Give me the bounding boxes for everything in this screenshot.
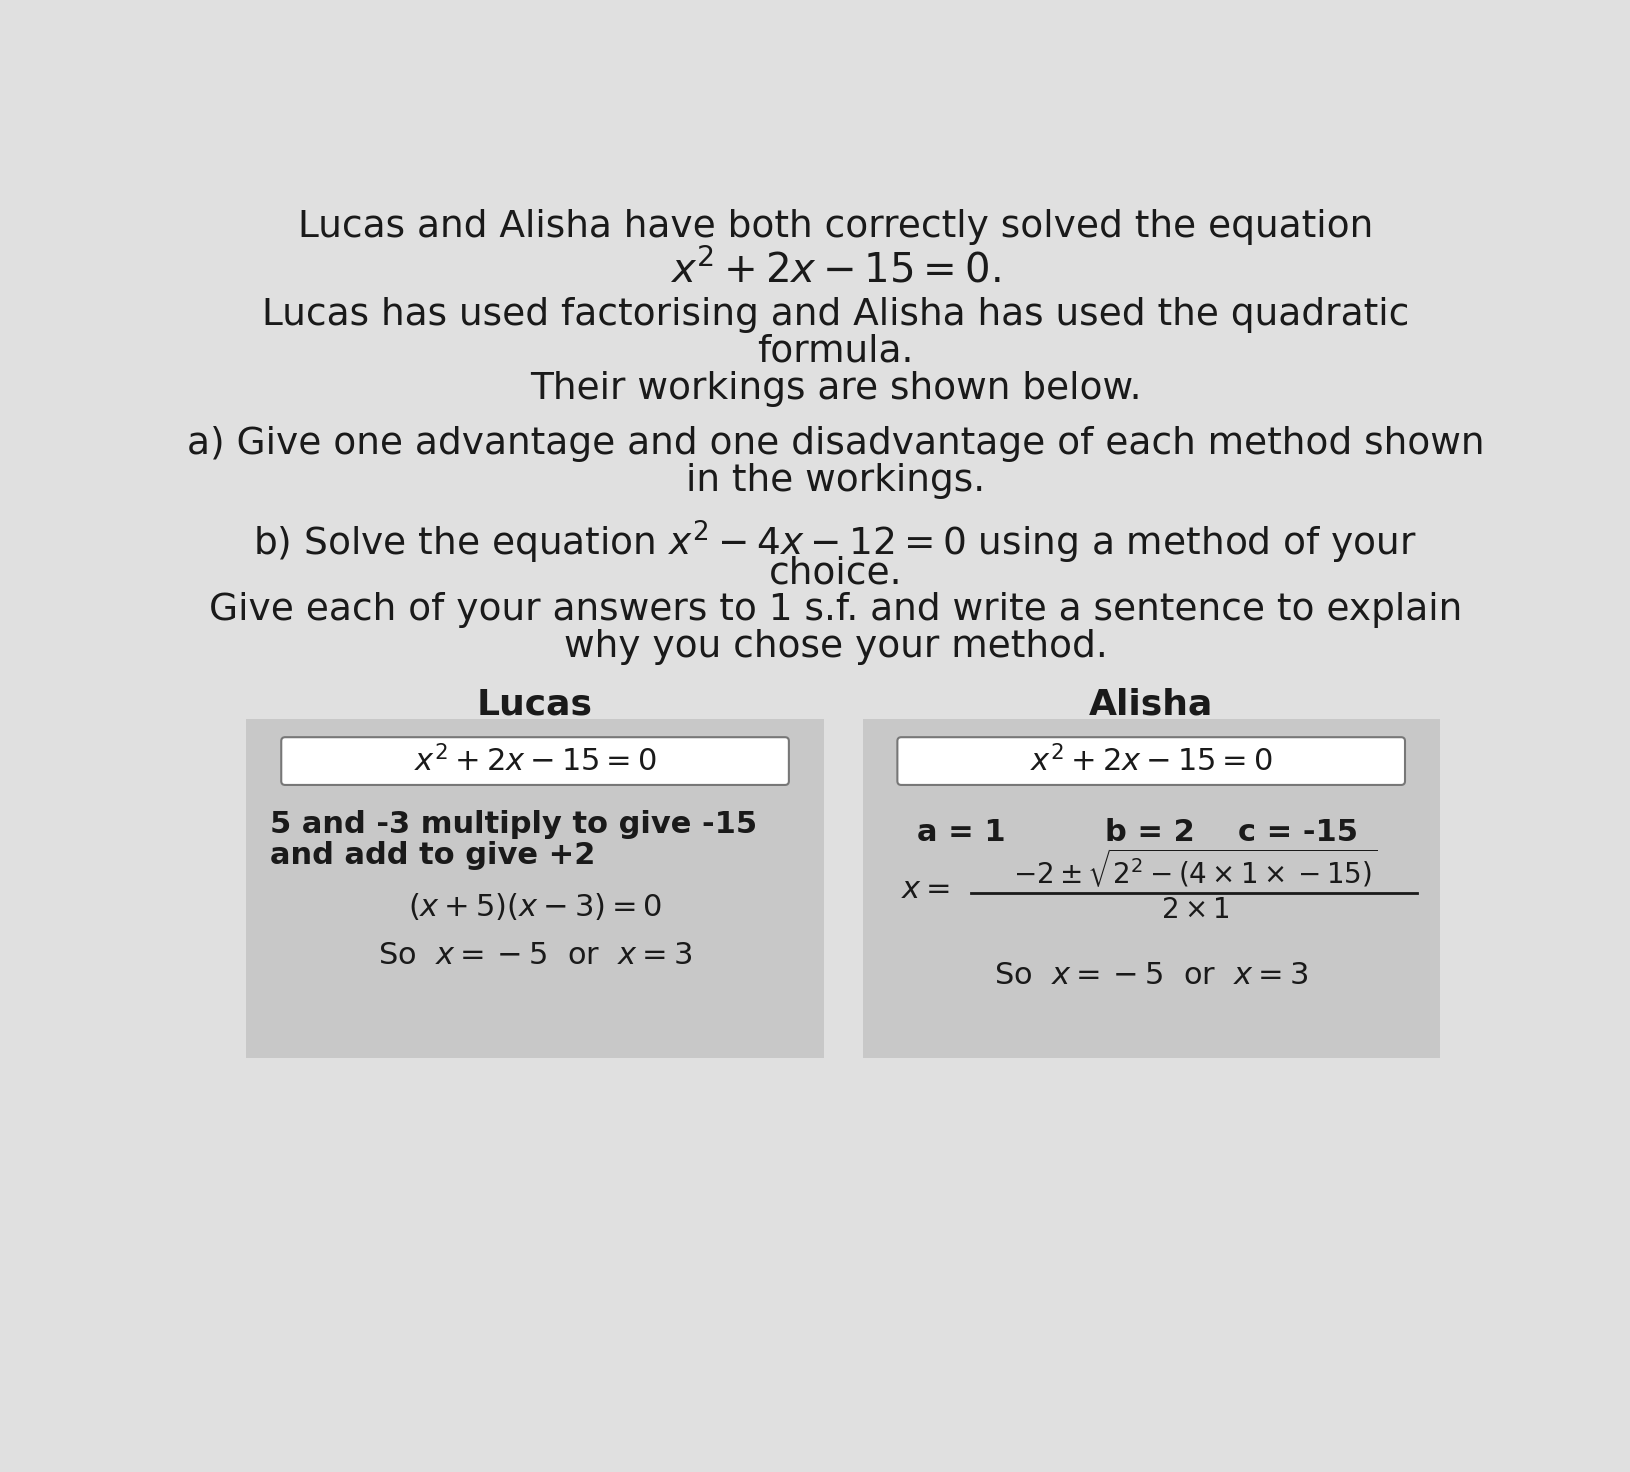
Text: c = -15: c = -15 <box>1237 818 1358 846</box>
Text: $-2 \pm \sqrt{2^2 - (4 \times 1 \times -15)}$: $-2 \pm \sqrt{2^2 - (4 \times 1 \times -… <box>1014 846 1379 889</box>
Text: a) Give one advantage and one disadvantage of each method shown: a) Give one advantage and one disadvanta… <box>186 425 1485 462</box>
Text: and add to give +2: and add to give +2 <box>269 841 595 870</box>
Text: Give each of your answers to 1 s.f. and write a sentence to explain: Give each of your answers to 1 s.f. and … <box>209 592 1462 629</box>
Text: $x^2 + 2x - 15 = 0$: $x^2 + 2x - 15 = 0$ <box>414 745 657 777</box>
Text: Lucas has used factorising and Alisha has used the quadratic: Lucas has used factorising and Alisha ha… <box>262 297 1408 333</box>
Text: 5 and -3 multiply to give -15: 5 and -3 multiply to give -15 <box>269 811 756 839</box>
Text: $x =$: $x =$ <box>901 876 950 904</box>
Text: Lucas: Lucas <box>478 687 593 721</box>
Text: a = 1: a = 1 <box>916 818 1006 846</box>
Text: Their workings are shown below.: Their workings are shown below. <box>530 371 1141 406</box>
Text: $x^2 + 2x - 15 = 0.$: $x^2 + 2x - 15 = 0.$ <box>670 250 1001 291</box>
Text: b) Solve the equation $x^2 - 4x - 12 = 0$ using a method of your: b) Solve the equation $x^2 - 4x - 12 = 0… <box>253 518 1418 565</box>
Text: formula.: formula. <box>758 334 913 369</box>
Text: why you chose your method.: why you chose your method. <box>564 630 1107 665</box>
Text: b = 2: b = 2 <box>1105 818 1195 846</box>
Text: $(x + 5)(x - 3) = 0$: $(x + 5)(x - 3) = 0$ <box>408 891 662 921</box>
Text: $2 \times 1$: $2 \times 1$ <box>1162 896 1231 924</box>
Text: $x^2 + 2x - 15 = 0$: $x^2 + 2x - 15 = 0$ <box>1030 745 1273 777</box>
Text: Alisha: Alisha <box>1089 687 1213 721</box>
Text: choice.: choice. <box>769 555 901 592</box>
Text: in the workings.: in the workings. <box>686 464 985 499</box>
FancyBboxPatch shape <box>898 737 1405 785</box>
Text: So  $x = -5$  or  $x = 3$: So $x = -5$ or $x = 3$ <box>994 961 1309 989</box>
FancyBboxPatch shape <box>246 720 823 1058</box>
FancyBboxPatch shape <box>862 720 1439 1058</box>
FancyBboxPatch shape <box>282 737 789 785</box>
Text: Lucas and Alisha have both correctly solved the equation: Lucas and Alisha have both correctly sol… <box>298 209 1372 244</box>
Text: So  $x = -5$  or  $x = 3$: So $x = -5$ or $x = 3$ <box>378 941 693 970</box>
